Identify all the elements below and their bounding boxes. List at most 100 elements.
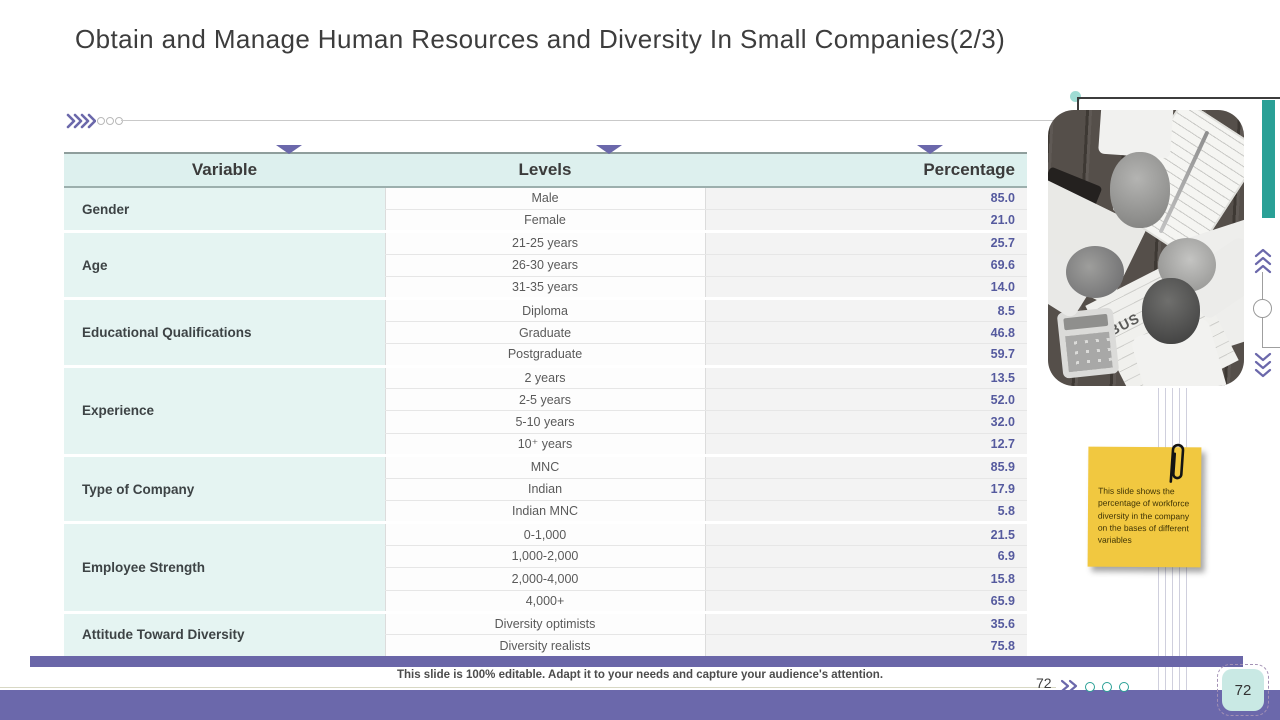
table-body: Gender Male 85.0 Female 21.0 Age 21-25 years 25… <box>64 187 1027 659</box>
table-row: Graduate 46.8 <box>64 321 1027 345</box>
level-cell: Postgraduate <box>384 343 706 368</box>
percentage-cell: 8.5 <box>705 298 1027 322</box>
level-cell: 5-10 years <box>384 410 706 434</box>
table-header-row: Variable Levels Percentage <box>64 152 1027 188</box>
top-right-line <box>1078 97 1280 99</box>
variable-cell: Experience <box>64 366 385 458</box>
variable-cell: Educational Qualifications <box>64 298 385 368</box>
percentage-cell: 21.5 <box>705 522 1027 546</box>
percentage-cell: 85.9 <box>705 455 1027 479</box>
table-row: 2,000-4,000 15.8 <box>64 567 1027 591</box>
percentage-cell: 17.9 <box>705 478 1027 501</box>
table-row: Educational Qualifications Diploma 8.5 <box>64 298 1027 368</box>
circle-dot-icon <box>1119 682 1129 692</box>
percentage-cell: 52.0 <box>705 388 1027 412</box>
table-row: Experience 2 years 13.5 <box>64 366 1027 458</box>
teamwork-fist-bump-photo: BUS <box>1048 110 1244 386</box>
table-row: 5-10 years 32.0 <box>64 410 1027 434</box>
double-chevron-right-icon <box>1060 679 1080 698</box>
level-cell: 4,000+ <box>384 590 706 614</box>
level-cell: 1,000-2,000 <box>384 545 706 569</box>
level-cell: Diversity optimists <box>384 612 706 636</box>
page-title: Obtain and Manage Human Resources and Di… <box>75 24 1006 54</box>
footer-note: This slide is 100% editable. Adapt it to… <box>396 669 884 681</box>
level-cell: Indian <box>384 478 706 501</box>
percentage-cell: 13.5 <box>705 366 1027 390</box>
rail-line <box>1262 347 1280 348</box>
table-row: Diversity realists 75.8 <box>64 634 1027 659</box>
table-row: Postgraduate 59.7 <box>64 343 1027 368</box>
level-cell: 10⁺ years <box>384 433 706 458</box>
connector-stem <box>1077 97 1079 112</box>
column-marker-triangle-icon <box>276 145 302 154</box>
percentage-cell: 69.6 <box>705 254 1027 278</box>
circle-dot-icon <box>1102 682 1112 692</box>
level-cell: 0-1,000 <box>384 522 706 546</box>
percentage-cell: 65.9 <box>705 590 1027 614</box>
table-row: 31-35 years 14.0 <box>64 276 1027 301</box>
table-row: 10⁺ years 12.7 <box>64 433 1027 458</box>
variable-cell: Attitude Toward Diversity <box>64 612 385 659</box>
variable-cell: Employee Strength <box>64 522 385 614</box>
header-levels: Levels <box>385 152 705 188</box>
chevrons-down-icon <box>1254 352 1272 383</box>
percentage-cell: 46.8 <box>705 321 1027 345</box>
level-cell: 26-30 years <box>384 254 706 278</box>
level-cell: 2-5 years <box>384 388 706 412</box>
circle-dot-icon <box>115 117 123 125</box>
footer-accent-bar <box>30 656 1243 667</box>
percentage-cell: 21.0 <box>705 209 1027 234</box>
table-row: Age 21-25 years 25.7 <box>64 231 1027 301</box>
table-row: Type of Company MNC 85.9 <box>64 455 1027 525</box>
slide-number-inline: 72 <box>1036 675 1052 691</box>
level-cell: Male <box>384 187 706 210</box>
bottom-purple-bar <box>0 690 1280 720</box>
variable-cell: Age <box>64 231 385 301</box>
circle-dot-icon <box>1085 682 1095 692</box>
diversity-table-wrap: Variable Levels Percentage Gender Male 85.… <box>64 145 1027 659</box>
level-cell: Diploma <box>384 298 706 322</box>
percentage-cell: 6.9 <box>705 545 1027 569</box>
header-variable: Variable <box>64 152 385 188</box>
chevrons-right-icon <box>66 113 97 134</box>
level-cell: Graduate <box>384 321 706 345</box>
teal-accent-bar <box>1262 100 1275 218</box>
percentage-cell: 15.8 <box>705 567 1027 591</box>
level-cell: Female <box>384 209 706 234</box>
percentage-cell: 5.8 <box>705 500 1027 525</box>
table-row: Gender Male 85.0 <box>64 187 1027 234</box>
table-row: Employee Strength 0-1,000 21.5 <box>64 522 1027 614</box>
level-cell: 21-25 years <box>384 231 706 255</box>
level-cell: Indian MNC <box>384 500 706 525</box>
table-row: 2-5 years 52.0 <box>64 388 1027 412</box>
percentage-cell: 12.7 <box>705 433 1027 458</box>
header-percentage: Percentage <box>705 152 1027 188</box>
table-row: 26-30 years 69.6 <box>64 254 1027 278</box>
level-cell: 2 years <box>384 366 706 390</box>
percentage-cell: 35.6 <box>705 612 1027 636</box>
page-number-badge: 72 <box>1217 664 1269 716</box>
variable-cell: Gender <box>64 187 385 234</box>
percentage-cell: 59.7 <box>705 343 1027 368</box>
table-row: Attitude Toward Diversity Diversity optim… <box>64 612 1027 659</box>
percentage-cell: 75.8 <box>705 634 1027 659</box>
table-row: Female 21.0 <box>64 209 1027 234</box>
level-cell: MNC <box>384 455 706 479</box>
footer-divider-line <box>0 687 1056 688</box>
table-row: 1,000-2,000 6.9 <box>64 545 1027 569</box>
level-cell: 31-35 years <box>384 276 706 301</box>
column-marker-triangle-icon <box>596 145 622 154</box>
table-row: Indian MNC 5.8 <box>64 500 1027 525</box>
table-row: 4,000+ 65.9 <box>64 590 1027 614</box>
circle-dot-icon <box>97 117 105 125</box>
level-cell: 2,000-4,000 <box>384 567 706 591</box>
column-marker-triangle-icon <box>917 145 943 154</box>
circle-dot-icon <box>106 117 114 125</box>
percentage-cell: 25.7 <box>705 231 1027 255</box>
teal-dot-connector-icon <box>1070 91 1081 102</box>
chevrons-up-icon <box>1254 248 1272 279</box>
diversity-table: Variable Levels Percentage Gender Male 85.… <box>64 152 1027 659</box>
variable-cell: Type of Company <box>64 455 385 525</box>
level-cell: Diversity realists <box>384 634 706 659</box>
